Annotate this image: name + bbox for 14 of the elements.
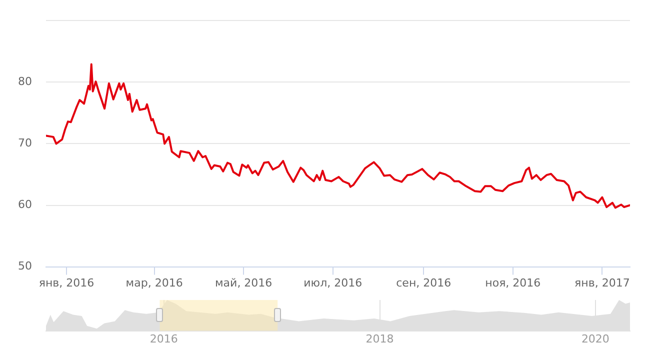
x-tick-label: 2020 <box>581 332 610 346</box>
x-tick-label: ноя, 2016 <box>485 276 541 290</box>
x-tick-label: 2016 <box>150 332 178 346</box>
x-tick-label: 2018 <box>366 332 394 346</box>
x-tick-label: янв, 2016 <box>38 276 94 290</box>
x-tick-label: сен, 2016 <box>396 276 452 290</box>
y-tick-label: 80 <box>18 75 32 88</box>
x-tick-label: янв, 2017 <box>574 276 630 290</box>
x-tick-label: мар, 2016 <box>126 276 183 290</box>
x-tick-label: май, 2016 <box>215 276 272 290</box>
x-tick-label: июл, 2016 <box>304 276 362 290</box>
y-tick-label: 70 <box>18 136 32 150</box>
y-tick-label: 60 <box>18 198 32 212</box>
y-tick-label: 50 <box>18 260 32 273</box>
